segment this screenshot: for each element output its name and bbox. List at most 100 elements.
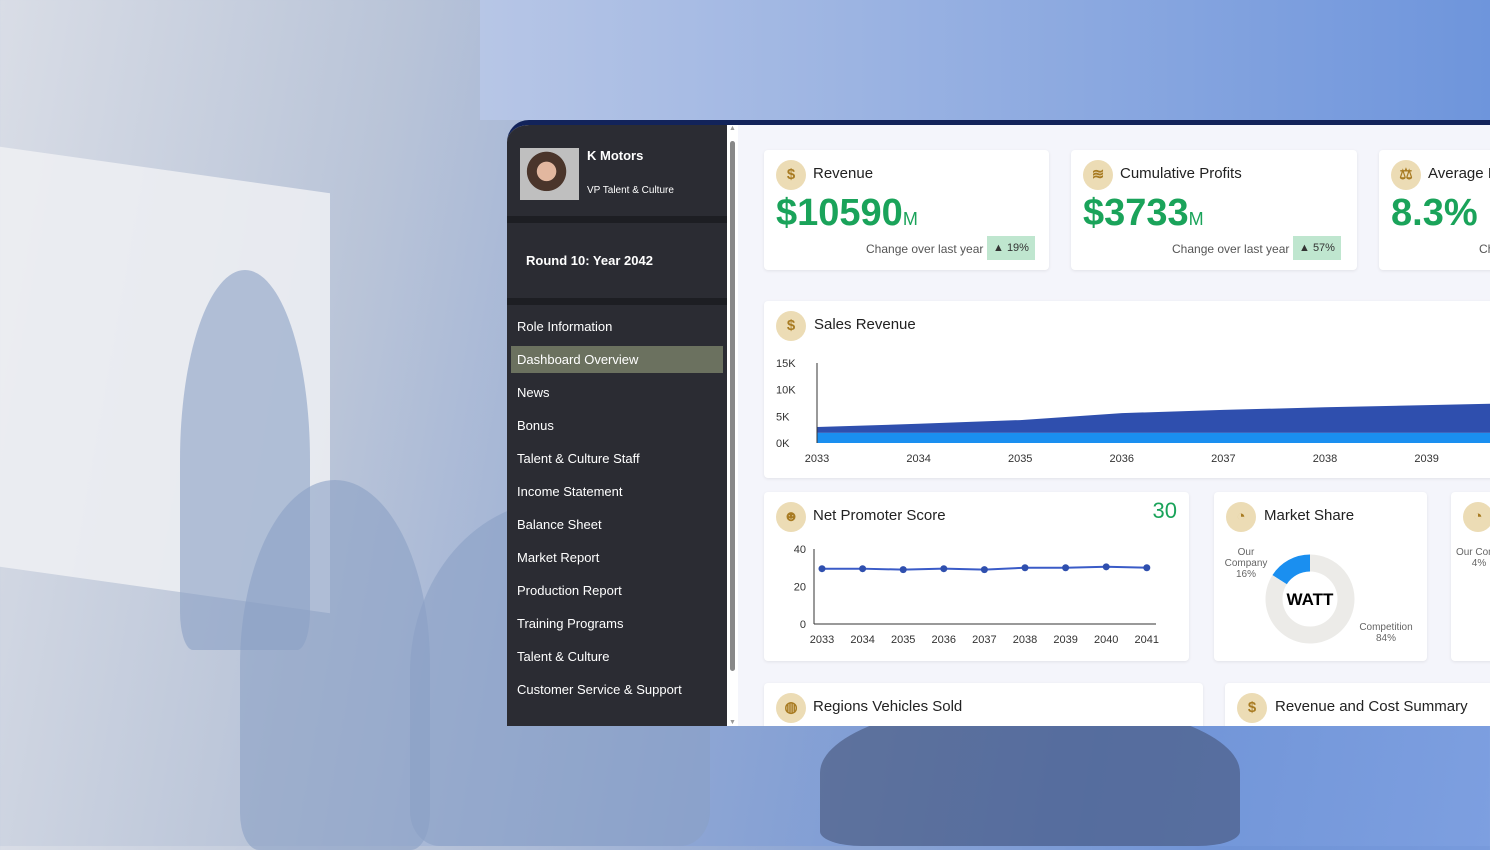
average-value: 8.3% bbox=[1391, 192, 1478, 234]
nps-card: ☻ Net Promoter Score 30 0 20 40 2033 2034 203… bbox=[764, 492, 1189, 661]
x-tick-label: 2039 bbox=[1414, 453, 1438, 465]
scroll-down-icon[interactable]: ▼ bbox=[729, 719, 736, 726]
company-name: K Motors bbox=[587, 148, 644, 163]
nps-point bbox=[1102, 563, 1110, 571]
our-company-label: Our Comp4% bbox=[1455, 547, 1490, 569]
sales-revenue-card: $ Sales Revenue 0K 5K 10K 15K 2033 2034 2035 20… bbox=[764, 301, 1490, 478]
x-tick-label: 2038 bbox=[1313, 453, 1337, 465]
regions-vehicles-card: ◍ Regions Vehicles Sold bbox=[764, 683, 1203, 726]
market-share-card-2: ◔ Our Comp4% bbox=[1451, 492, 1490, 661]
sidebar-item-market-report[interactable]: Market Report bbox=[517, 550, 600, 565]
x-tick-label: 2037 bbox=[1211, 453, 1235, 465]
nps-point bbox=[1143, 564, 1151, 572]
x-tick-label: 2034 bbox=[906, 453, 930, 465]
sidebar-item-news[interactable]: News bbox=[517, 385, 550, 400]
globe-icon: ◍ bbox=[776, 693, 806, 723]
change-label: Change over last year bbox=[866, 242, 984, 256]
y-tick-label: 0 bbox=[800, 619, 806, 631]
donut-slice-our-company bbox=[1272, 554, 1311, 585]
x-tick-label: 2034 bbox=[850, 634, 874, 646]
card-title: Cumulative Profits bbox=[1120, 165, 1242, 182]
attendee bbox=[240, 480, 430, 850]
y-tick-label: 0K bbox=[776, 438, 790, 450]
sidebar-item-production-report[interactable]: Production Report bbox=[517, 583, 622, 598]
dashboard-window: K Motors VP Talent & Culture Round 10: Y… bbox=[507, 120, 1490, 726]
profits-value: $3733M bbox=[1083, 192, 1204, 234]
sidebar-item-bonus[interactable]: Bonus bbox=[517, 418, 554, 433]
sidebar: K Motors VP Talent & Culture Round 10: Y… bbox=[507, 125, 727, 726]
revenue-cost-card: $ Revenue and Cost Summary bbox=[1225, 683, 1490, 726]
nps-point bbox=[1021, 564, 1029, 572]
change-label: Change over last year bbox=[1172, 242, 1290, 256]
role-title: VP Talent & Culture bbox=[587, 185, 674, 196]
sidebar-item-customer-service-support[interactable]: Customer Service & Support bbox=[517, 682, 682, 697]
nps-point bbox=[818, 565, 826, 573]
market-share-donut bbox=[1265, 554, 1355, 644]
sidebar-item-dashboard-overview[interactable]: Dashboard Overview bbox=[511, 346, 723, 373]
donut-center-label: WATT bbox=[1286, 590, 1334, 609]
card-title: Revenue bbox=[813, 165, 874, 182]
nps-point bbox=[859, 565, 867, 573]
avatar bbox=[520, 148, 579, 200]
x-tick-label: 2038 bbox=[1013, 634, 1037, 646]
sidebar-item-talent-culture[interactable]: Talent & Culture bbox=[517, 649, 610, 664]
card-title: Market Share bbox=[1264, 507, 1355, 524]
change-badge: ▲ 57% bbox=[1293, 236, 1341, 260]
y-tick-label: 40 bbox=[794, 544, 806, 556]
competition-label: Competition 84% bbox=[1359, 622, 1413, 644]
nps-point bbox=[899, 566, 907, 574]
scale-icon: ⚖ bbox=[1391, 160, 1421, 190]
sidebar-item-talent-culture-staff[interactable]: Talent & Culture Staff bbox=[517, 451, 640, 466]
customer-icon: ☻ bbox=[776, 502, 806, 532]
x-tick-label: 2033 bbox=[805, 453, 829, 465]
change-badge: ▲ 19% bbox=[987, 236, 1035, 260]
x-tick-label: 2039 bbox=[1053, 634, 1077, 646]
card-title: Net Promoter Score bbox=[813, 507, 946, 524]
hand-money-icon: $ bbox=[776, 311, 806, 341]
donut-slice-competition bbox=[1265, 554, 1355, 644]
our-company-label: Our Company 16% bbox=[1224, 547, 1268, 580]
y-tick-label: 15K bbox=[776, 358, 796, 370]
x-tick-label: 2035 bbox=[891, 634, 915, 646]
revenue-value: $10590M bbox=[776, 192, 918, 234]
x-tick-label: 2037 bbox=[972, 634, 996, 646]
sidebar-item-training-programs[interactable]: Training Programs bbox=[517, 616, 624, 631]
x-tick-label: 2035 bbox=[1008, 453, 1032, 465]
scrollbar[interactable]: ▲ ▼ bbox=[727, 125, 738, 726]
coins-icon: ≋ bbox=[1083, 160, 1113, 190]
magnifier-dollar-icon: $ bbox=[1237, 693, 1267, 723]
sales-revenue-chart: 0K 5K 10K 15K 2033 2034 2035 2036 2037 2038 2039 bbox=[776, 358, 1490, 465]
series-area-dark bbox=[817, 403, 1490, 433]
nps-point bbox=[1062, 564, 1070, 572]
nps-value: 30 bbox=[1152, 498, 1177, 523]
y-tick-label: 20 bbox=[794, 582, 806, 594]
card-title: Average I bbox=[1428, 165, 1490, 182]
x-tick-label: 2041 bbox=[1135, 634, 1159, 646]
card-title: Sales Revenue bbox=[814, 316, 916, 333]
scroll-up-icon[interactable]: ▲ bbox=[729, 125, 736, 132]
scrollbar-thumb[interactable] bbox=[730, 141, 735, 671]
sidebar-item-balance-sheet[interactable]: Balance Sheet bbox=[517, 517, 602, 532]
sidebar-item-role-information[interactable]: Role Information bbox=[517, 319, 613, 334]
revenue-card: $ Revenue $10590M Change over last year … bbox=[764, 150, 1049, 270]
pie-chart-icon: ◔ bbox=[1463, 502, 1490, 532]
x-tick-label: 2033 bbox=[810, 634, 834, 646]
x-tick-label: 2036 bbox=[1110, 453, 1134, 465]
card-title: Revenue and Cost Summary bbox=[1275, 698, 1468, 715]
market-share-card: ◔ Market Share Our Company 16% Competitio… bbox=[1214, 492, 1427, 661]
x-tick-label: 2040 bbox=[1094, 634, 1118, 646]
pie-chart-icon: ◔ bbox=[1226, 502, 1256, 532]
y-tick-label: 10K bbox=[776, 385, 796, 397]
average-card: ⚖ Average I 8.3% Ch bbox=[1379, 150, 1490, 270]
profile: K Motors VP Talent & Culture bbox=[507, 125, 727, 223]
sidebar-item-income-statement[interactable]: Income Statement bbox=[517, 484, 623, 499]
y-tick-label: 5K bbox=[776, 411, 790, 423]
series-area-light bbox=[817, 432, 1490, 443]
change-label: Ch bbox=[1479, 242, 1490, 256]
round-label: Round 10: Year 2042 bbox=[507, 223, 727, 305]
cumulative-profits-card: ≋ Cumulative Profits $3733M Change over … bbox=[1071, 150, 1357, 270]
money-bag-icon: $ bbox=[776, 160, 806, 190]
x-tick-label: 2036 bbox=[932, 634, 956, 646]
sidebar-nav: Role Information Dashboard Overview News Bo… bbox=[507, 305, 727, 703]
